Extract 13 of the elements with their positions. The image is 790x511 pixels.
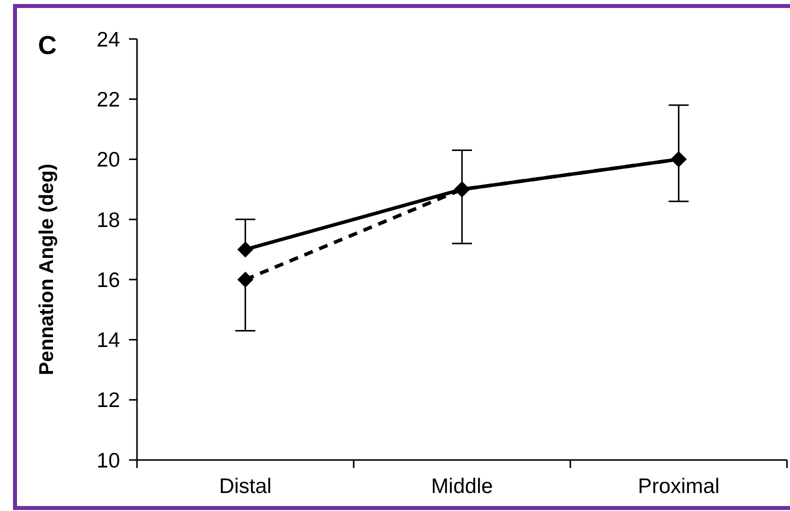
y-axis-title: Pennation Angle (deg) [36,164,58,376]
y-tick-label: 18 [96,208,120,232]
y-tick-label: 24 [96,28,120,52]
y-tick-label: 16 [96,268,120,292]
text: C [38,30,57,60]
x-tick-label: Middle [431,475,493,498]
y-tick-label: 22 [96,88,120,112]
y-tick-label: 14 [96,329,120,352]
y-tick-label: 12 [96,389,120,412]
x-tick-label: Proximal [638,475,720,498]
y-tick-label: 10 [96,449,120,472]
x-tick-label: Distal [219,475,272,498]
y-tick-label: 20 [96,148,120,172]
